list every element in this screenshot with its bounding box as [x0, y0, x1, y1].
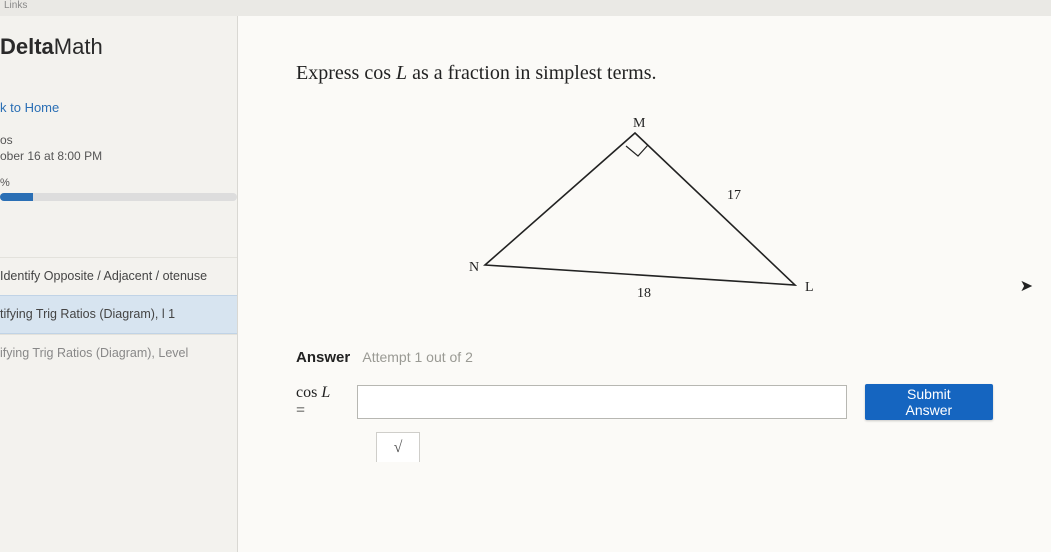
vertex-label-l: L	[805, 280, 814, 295]
sqrt-tool-button[interactable]: √	[376, 432, 420, 462]
progress-fill	[0, 193, 33, 201]
expr-eq: =	[296, 402, 305, 419]
expr-prefix: cos	[296, 384, 321, 401]
answer-header: Answer Attempt 1 out of 2	[296, 349, 993, 366]
topic-item-2[interactable]: ifying Trig Ratios (Diagram), Level	[0, 334, 237, 372]
triangle-svg: N M L 17 18	[465, 115, 825, 315]
topic-label: ifying Trig Ratios (Diagram), Level	[0, 346, 188, 360]
back-home-link[interactable]: k to Home	[0, 100, 237, 115]
browser-tab-strip: Links	[0, 0, 1051, 16]
tab-label: Links	[4, 0, 27, 11]
right-angle-marker	[626, 145, 648, 156]
app-shell: DeltaMath k to Home os ober 16 at 8:00 P…	[0, 16, 1051, 552]
prompt-var: L	[396, 62, 407, 84]
progress-pct-label: %	[0, 177, 237, 189]
answer-input[interactable]	[357, 385, 847, 419]
sidebar: DeltaMath k to Home os ober 16 at 8:00 P…	[0, 16, 238, 552]
answer-expression: cos L =	[296, 384, 339, 420]
expr-var: L	[321, 384, 330, 401]
cursor-icon: ➤	[1020, 276, 1033, 296]
side-label-nl: 18	[637, 286, 651, 301]
prompt-prefix: Express cos	[296, 62, 396, 84]
brand-light: Math	[54, 34, 103, 59]
progress-bar	[0, 193, 237, 201]
main-panel: Express cos L as a fraction in simplest …	[238, 16, 1051, 552]
topic-label: tifying Trig Ratios (Diagram), l 1	[0, 307, 175, 321]
topic-label: Identify Opposite / Adjacent / otenuse	[0, 269, 207, 283]
answer-input-row: cos L = Submit Answer	[296, 384, 993, 420]
assignment-due: ober 16 at 8:00 PM	[0, 149, 237, 163]
prompt-suffix: as a fraction in simplest terms.	[407, 62, 656, 84]
side-label-ml: 17	[727, 188, 741, 203]
sqrt-icon: √	[394, 439, 403, 457]
question-prompt: Express cos L as a fraction in simplest …	[296, 62, 993, 85]
answer-label: Answer	[296, 349, 350, 366]
topic-item-1[interactable]: tifying Trig Ratios (Diagram), l 1	[0, 295, 237, 334]
brand-logo[interactable]: DeltaMath	[0, 34, 237, 60]
submit-answer-button[interactable]: Submit Answer	[865, 384, 993, 420]
vertex-label-n: N	[469, 260, 479, 275]
brand-bold: Delta	[0, 34, 54, 59]
attempt-counter: Attempt 1 out of 2	[362, 349, 473, 365]
assignment-meta-1: os	[0, 133, 237, 147]
triangle-figure: N M L 17 18	[465, 115, 825, 315]
vertex-label-m: M	[633, 116, 646, 131]
triangle-shape	[485, 133, 795, 285]
topic-item-0[interactable]: Identify Opposite / Adjacent / otenuse	[0, 257, 237, 295]
